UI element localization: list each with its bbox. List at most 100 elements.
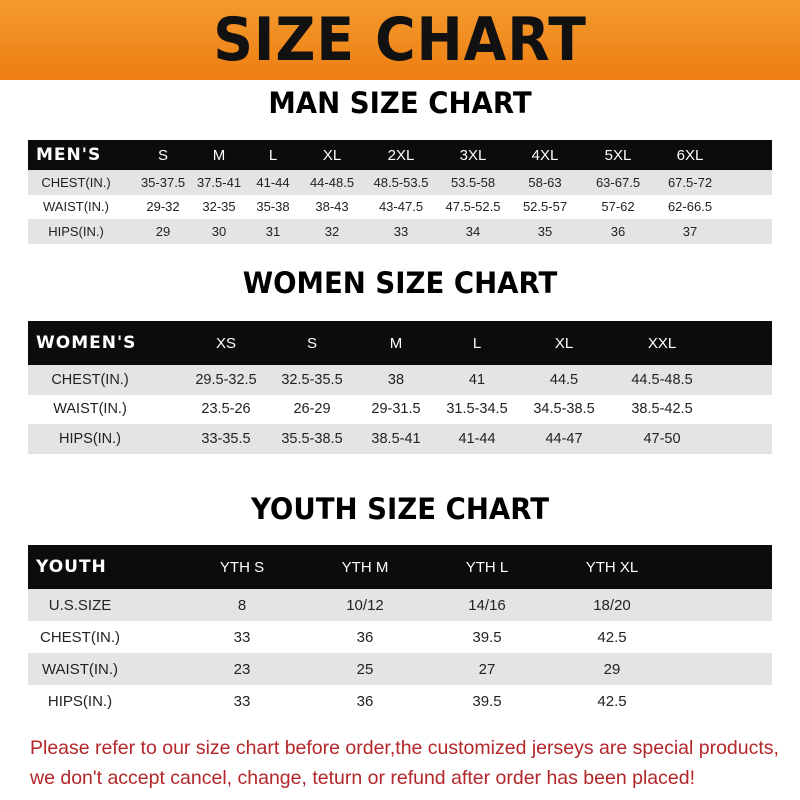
measurement-cell: 29-32	[146, 199, 180, 215]
measurement-cell: 32-35	[202, 199, 236, 215]
measurement-cell: 42.5	[597, 692, 627, 710]
measurement-cell: 26-29	[293, 401, 331, 418]
table-label: MEN'S	[36, 145, 102, 165]
measurement-cell: 52.5-57	[522, 199, 568, 215]
measurement-cell: 18/20	[593, 596, 631, 614]
size-header: XL	[322, 146, 342, 164]
measurement-cell: 67.5-72	[667, 174, 713, 190]
measurement-cell: 39.5	[472, 628, 502, 646]
row-label: U.S.SIZE	[48, 596, 112, 614]
measurement-cell: 44-47	[545, 430, 583, 447]
size-header: XS	[215, 334, 236, 352]
table-row: HIPS(IN.) 33-35.5 35.5-38.5 38.5-41 41-44 44-…	[28, 424, 772, 454]
measurement-cell: 36	[356, 692, 374, 710]
notice-line-2: we don't accept cancel, change, teturn o…	[30, 767, 695, 789]
size-header: L	[472, 334, 482, 352]
measurement-cell: 34.5-38.5	[533, 401, 595, 418]
size-header: S	[157, 146, 168, 164]
measurement-cell: 38.5-41	[371, 430, 421, 447]
measurement-cell: 36	[610, 223, 626, 239]
table-row: WAIST(IN.) 29-32 32-35 35-38 38-43 43-47.5 47.…	[28, 194, 772, 219]
measurement-cell: 48.5-53.5	[373, 174, 429, 190]
row-label: HIPS(IN.)	[47, 692, 113, 710]
measurement-cell: 41-44	[458, 430, 496, 447]
table-row: HIPS(IN.) 29 30 31 32 33 34 35 36 37	[28, 219, 772, 244]
measurement-cell: 35-38	[256, 199, 290, 215]
table-row: CHEST(IN.) 29.5-32.5 32.5-35.5 38 41 44.5 44.5…	[28, 365, 772, 395]
table-row: U.S.SIZE 8 10/12 14/16 18/20	[28, 589, 772, 621]
measurement-cell: 35	[537, 223, 553, 239]
measurement-cell: 63-67.5	[595, 174, 641, 190]
measurement-cell: 39.5	[472, 692, 502, 710]
measurement-cell: 38	[387, 371, 405, 388]
table-row: CHEST(IN.) 33 36 39.5 42.5	[28, 621, 772, 653]
measurement-cell: 33	[233, 692, 251, 710]
measurement-cell: 25	[356, 660, 374, 678]
size-header: S	[306, 334, 317, 352]
measurement-cell: 27	[478, 660, 496, 678]
row-label: HIPS(IN.)	[58, 430, 122, 447]
size-header: YTH M	[341, 558, 389, 576]
banner: SIZE CHART	[0, 0, 800, 80]
notice-line-1: Please refer to our size chart before or…	[30, 737, 779, 759]
men-size-table: MEN'S S M L XL 2XL 3XL 4XL 5XL 6XL CHEST(IN.) 35-37…	[28, 140, 772, 244]
measurement-cell: 29	[155, 223, 171, 239]
measurement-cell: 62-66.5	[667, 199, 713, 215]
size-header: M	[389, 334, 403, 352]
size-header: M	[212, 146, 226, 164]
header-row: YOUTH YTH S YTH M YTH L YTH XL	[28, 545, 772, 589]
measurement-cell: 47.5-52.5	[445, 199, 501, 215]
measurement-cell: 57-62	[601, 199, 635, 215]
row-label: WAIST(IN.)	[43, 199, 109, 215]
size-header: 2XL	[387, 146, 415, 164]
measurement-cell: 47-50	[643, 430, 681, 447]
measurement-cell: 35-37.5	[140, 174, 186, 190]
table-row: HIPS(IN.) 33 36 39.5 42.5	[28, 685, 772, 717]
measurement-cell: 31	[265, 223, 281, 239]
measurement-cell: 44.5-48.5	[631, 371, 693, 388]
header-row: WOMEN'S XS S M L XL XXL	[28, 321, 772, 365]
measurement-cell: 41	[468, 371, 486, 388]
size-header: YTH XL	[585, 558, 639, 576]
measurement-cell: 10/12	[346, 596, 384, 614]
table-row: WAIST(IN.) 23.5-26 26-29 29-31.5 31.5-34.5 34…	[28, 394, 772, 424]
page-title: SIZE CHART	[213, 5, 587, 75]
measurement-cell: 37	[682, 223, 698, 239]
size-header: 5XL	[604, 146, 632, 164]
youth-size-table: YOUTH YTH S YTH M YTH L YTH XL U.S.SIZE 8 10/12…	[28, 545, 772, 717]
measurement-cell: 36	[356, 628, 374, 646]
order-notice: Please refer to our size chart before or…	[30, 733, 790, 793]
measurement-cell: 23	[233, 660, 251, 678]
measurement-cell: 58-63	[528, 174, 562, 190]
header-row: MEN'S S M L XL 2XL 3XL 4XL 5XL 6XL	[28, 140, 772, 170]
women-section-title: WOMEN SIZE CHART	[242, 266, 558, 300]
measurement-cell: 43-47.5	[378, 199, 424, 215]
measurement-cell: 44-48.5	[309, 174, 355, 190]
table-row: CHEST(IN.) 35-37.5 37.5-41 41-44 44-48.5 48.5…	[28, 170, 772, 195]
measurement-cell: 33	[393, 223, 409, 239]
measurement-cell: 29.5-32.5	[195, 371, 257, 388]
measurement-cell: 34	[465, 223, 481, 239]
measurement-cell: 14/16	[468, 596, 506, 614]
women-size-table: WOMEN'S XS S M L XL XXL CHEST(IN.) 29.5-32.5 32.5…	[28, 321, 772, 454]
measurement-cell: 8	[237, 596, 247, 614]
measurement-cell: 38.5-42.5	[631, 401, 693, 418]
measurement-cell: 29	[603, 660, 621, 678]
men-section-title: MAN SIZE CHART	[268, 86, 532, 120]
measurement-cell: 30	[211, 223, 227, 239]
row-label: CHEST(IN.)	[40, 628, 120, 646]
measurement-cell: 37.5-41	[196, 174, 242, 190]
measurement-cell: 31.5-34.5	[446, 401, 508, 418]
table-row: WAIST(IN.) 23 25 27 29	[28, 653, 772, 685]
size-header: YTH S	[219, 558, 265, 576]
measurement-cell: 53.5-58	[450, 174, 496, 190]
size-header: XL	[554, 334, 574, 352]
measurement-cell: 23.5-26	[201, 401, 251, 418]
size-header: 4XL	[531, 146, 559, 164]
table-label: YOUTH	[36, 557, 107, 577]
size-header: L	[268, 146, 278, 164]
size-header: 3XL	[459, 146, 487, 164]
measurement-cell: 33	[233, 628, 251, 646]
table-label: WOMEN'S	[36, 333, 137, 353]
measurement-cell: 32.5-35.5	[281, 371, 343, 388]
